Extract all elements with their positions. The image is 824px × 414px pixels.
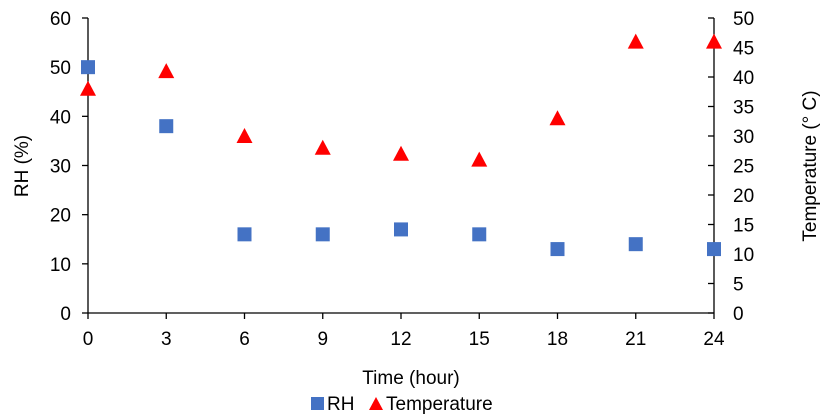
legend-label-rh: RH [327,394,354,414]
temperature-point [158,63,175,79]
rh-point [315,227,330,242]
rh-point [237,227,252,242]
x-tick-label: 6 [239,329,250,350]
right-y-tick-label: 25 [733,157,754,178]
right-y-tick-label: 0 [733,304,744,325]
right-y-axis-title: Temperature (° C) [800,90,821,241]
temperature-point [706,33,722,49]
x-tick-label: 9 [317,329,328,350]
right-y-tick-label: 45 [733,39,754,60]
legend-label-temperature: Temperature [386,394,493,414]
rh-point [628,237,643,252]
right-y-tick-label: 20 [733,186,754,207]
x-tick-label: 24 [703,329,725,350]
x-tick-label: 3 [161,329,172,350]
temperature-point [80,80,96,96]
left-y-tick-label: 60 [50,9,71,30]
right-y-tick-label: 15 [733,216,754,237]
axes [82,17,715,319]
left-y-tick-label: 50 [50,58,71,79]
x-tick-label: 21 [625,329,646,350]
right-y-tick-label: 50 [733,9,754,30]
left-y-tick-label: 10 [50,255,71,276]
left-y-tick-label: 0 [60,304,71,325]
temperature-point [236,128,253,143]
x-tick-label: 15 [469,329,490,350]
rh-point [707,242,721,257]
legend-marker-rh [311,397,324,410]
temperature-point [627,33,644,49]
right-y-tick-label: 5 [733,275,744,296]
left-y-tick-label: 30 [50,157,71,178]
temperature-point [549,110,566,126]
x-tick-label: 0 [83,329,94,350]
right-y-tick-label: 40 [733,68,754,89]
rh-point [81,60,95,75]
left-y-tick-label: 40 [50,107,71,128]
temperature-point [471,151,488,167]
temperature-point [393,145,409,161]
rh-point [472,227,487,242]
legend-marker-temperature [369,397,383,410]
data-marks [80,33,722,257]
rh-point [159,119,174,134]
x-tick-label: 12 [390,329,411,350]
right-y-tick-label: 35 [733,98,754,119]
left-y-axis-title: RH (%) [12,135,33,197]
rh-point [550,242,565,257]
x-axis-title: Time (hour) [362,368,459,389]
left-y-tick-label: 20 [50,206,71,227]
temperature-point [314,139,331,155]
x-tick-label: 18 [547,329,568,350]
rh-point [394,222,408,237]
legend: RH Temperature [311,394,493,414]
tick-labels: 0 3 6 9 12 15 18 21 24 0 10 20 30 40 50 60 0 5 10 15 20 25 30 3… [50,9,754,350]
right-y-tick-label: 30 [733,127,754,148]
right-y-tick-label: 10 [733,245,754,266]
